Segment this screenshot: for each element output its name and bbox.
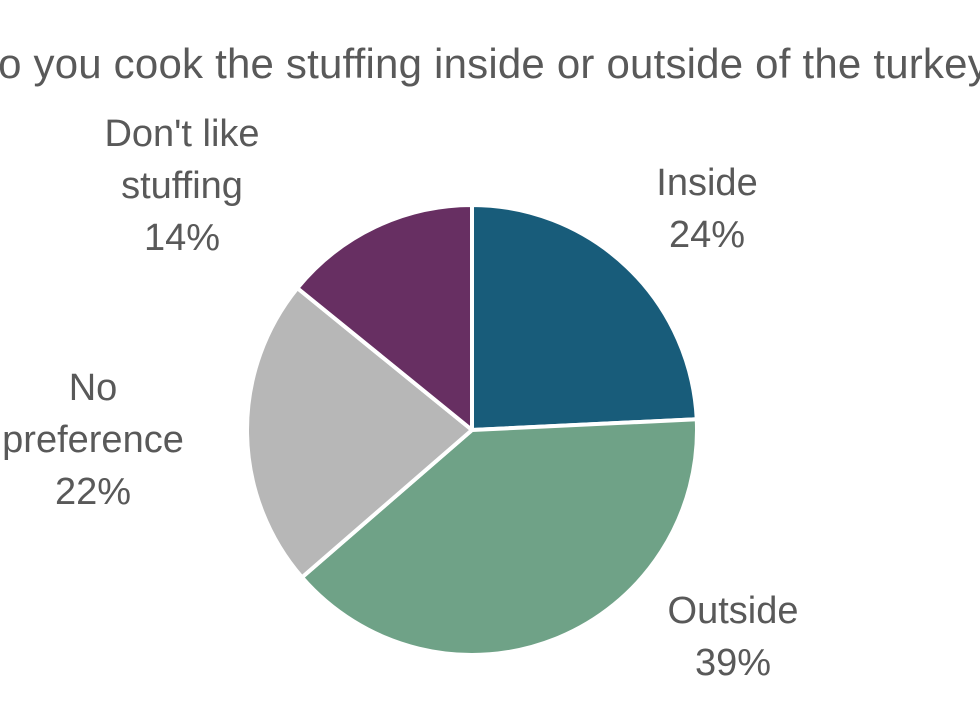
data-label-name: preference [2, 419, 184, 461]
data-label-name: Inside [656, 162, 758, 204]
pie-slice-3 [295, 203, 474, 432]
pie-slice-1 [299, 417, 699, 657]
data-label-value: 39% [694, 642, 772, 684]
data-label-value: 14% [143, 217, 221, 259]
data-label-name: No [68, 367, 118, 409]
data-label-name: Don't like [104, 113, 260, 155]
data-label-name: Outside [667, 590, 799, 632]
pie-slice-2 [245, 286, 474, 580]
pie-slice-0 [470, 203, 699, 432]
data-label-value: 22% [54, 471, 132, 513]
chart-title: Do you cook the stuffing inside or outsi… [0, 40, 980, 87]
data-label-2: No preference 22% [2, 362, 184, 518]
data-label-3: Don't like stuffing 14% [104, 108, 259, 264]
data-label-value: 24% [668, 214, 746, 256]
data-label-0: Inside 24% [656, 157, 757, 261]
data-label-1: Outside 39% [668, 585, 799, 689]
data-label-name: stuffing [121, 165, 243, 207]
